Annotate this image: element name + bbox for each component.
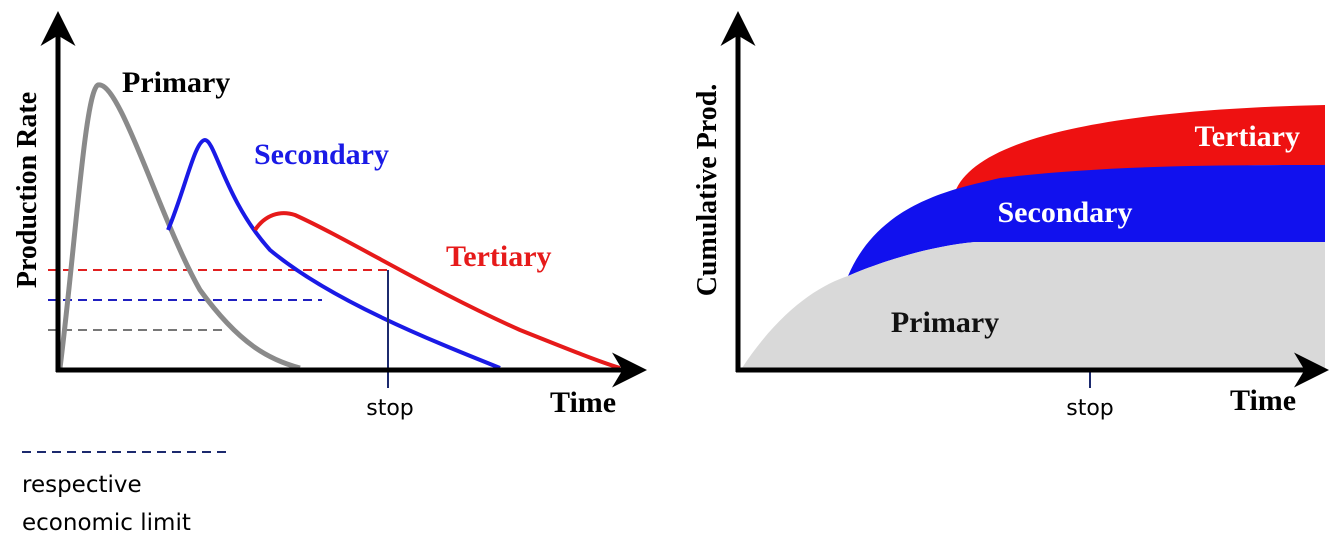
legend-text: respective [22, 472, 142, 498]
stop-label: stop [1066, 396, 1114, 421]
primary-area [742, 242, 1325, 370]
cumulative-panel: Cumulative Prod. Tertiary Secondary Prim… [692, 11, 1329, 421]
x-axis-label: Time [1230, 384, 1296, 417]
tertiary-label: Tertiary [1194, 120, 1300, 153]
y-axis-label: Production Rate [12, 92, 43, 288]
primary-label: Primary [891, 306, 999, 339]
legend-text: economic limit [22, 510, 191, 536]
primary-label: Primary [122, 66, 230, 99]
production-rate-panel: Production Rate Primary Secondary Tertia… [12, 11, 647, 421]
y-axis-label: Cumulative Prod. [692, 84, 723, 297]
tertiary-curve [253, 211, 621, 370]
secondary-area [848, 165, 1325, 276]
secondary-curve [166, 137, 501, 370]
x-axis-label: Time [550, 386, 616, 419]
tertiary-label: Tertiary [446, 240, 552, 273]
secondary-label: Secondary [998, 196, 1133, 229]
stop-label: stop [366, 396, 414, 421]
tertiary-area [955, 105, 1325, 192]
primary-curve [57, 82, 301, 371]
secondary-label: Secondary [254, 138, 389, 171]
legend: respective economic limit [22, 451, 228, 536]
